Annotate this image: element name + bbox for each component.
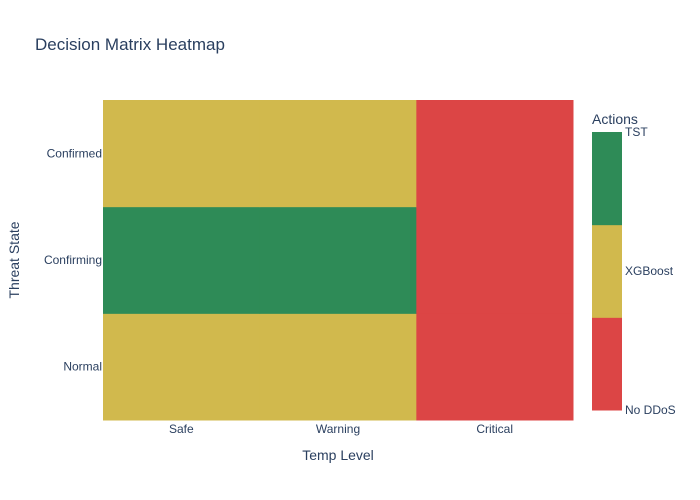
- legend-swatch: [592, 317, 622, 411]
- heatmap-cell: [416, 100, 574, 208]
- legend-label: TST: [625, 125, 648, 139]
- legend-label: No DDoS: [625, 403, 676, 417]
- heatmap-cell: [416, 206, 574, 314]
- y-tick-label: Confirming: [44, 253, 102, 267]
- x-axis-title: Temp Level: [302, 447, 374, 463]
- y-tick-labels: Normal Confirming Confirmed: [44, 146, 102, 373]
- heatmap-cell: [103, 100, 261, 208]
- heatmap-cells: [103, 100, 574, 421]
- heatmap-cell: [259, 206, 417, 314]
- heatmap-cell: [103, 313, 261, 421]
- chart-title: Decision Matrix Heatmap: [35, 35, 225, 54]
- y-tick-label: Normal: [63, 360, 102, 374]
- x-tick-label: Warning: [316, 422, 360, 436]
- x-tick-label: Critical: [476, 422, 513, 436]
- heatmap-cell: [416, 313, 574, 421]
- x-tick-label: Safe: [169, 422, 194, 436]
- y-axis-title: Threat State: [6, 221, 22, 298]
- legend-labels: TST XGBoost No DDoS: [625, 125, 676, 417]
- heatmap-cell: [259, 313, 417, 421]
- x-tick-labels: Safe Warning Critical: [169, 422, 513, 436]
- action-legend: Actions TST XGBoost No DDoS: [592, 111, 676, 417]
- legend-title: Actions: [592, 111, 638, 127]
- legend-swatch: [592, 132, 622, 226]
- heatmap-cell: [259, 100, 417, 208]
- heatmap-cell: [103, 206, 261, 314]
- legend-label: XGBoost: [625, 264, 674, 278]
- legend-swatch: [592, 224, 622, 318]
- y-tick-label: Confirmed: [47, 146, 102, 160]
- legend-colorbar: [592, 132, 622, 411]
